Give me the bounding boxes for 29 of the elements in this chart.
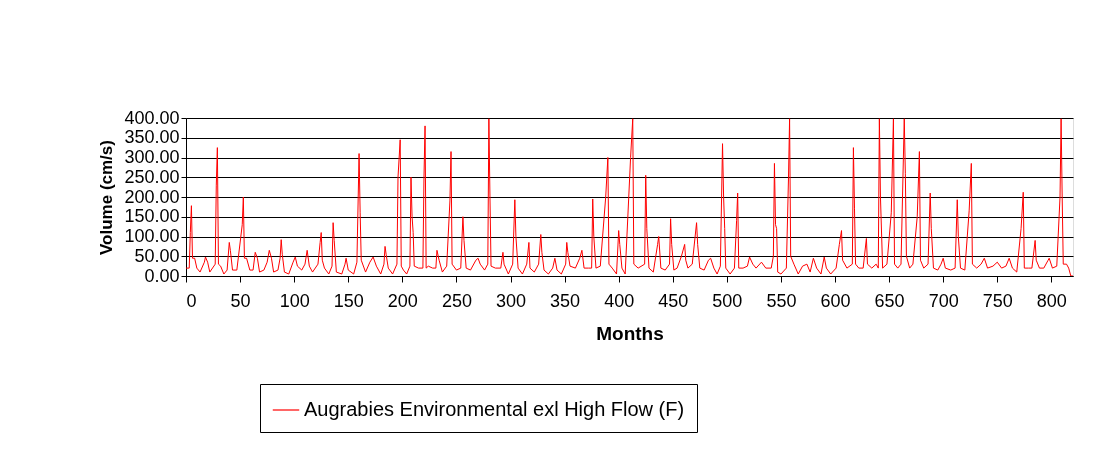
x-axis-title: Months: [596, 322, 664, 344]
x-tick-label: 250: [441, 290, 472, 311]
y-tick-label: 50.00: [134, 245, 180, 266]
x-tick-label: 400: [604, 290, 635, 311]
y-axis-title: Volume (cm/s): [97, 140, 117, 255]
y-tick-label: 400.00: [124, 107, 180, 128]
x-tick-label: 100: [279, 290, 310, 311]
x-tick-label: 500: [712, 290, 743, 311]
x-tick-label: 0: [186, 290, 197, 311]
y-tick-label: 100.00: [124, 226, 180, 246]
y-tick-label: 300.00: [124, 147, 180, 167]
y-tick-label: 200.00: [124, 186, 180, 207]
legend-label: Augrabies Environmental exl High Flow (F): [304, 398, 685, 420]
x-tick-label: 450: [658, 290, 689, 311]
x-tick-label: 300: [495, 290, 527, 311]
x-tick-label: 750: [982, 290, 1013, 311]
x-tick-label: 550: [766, 290, 797, 311]
x-tick-label: 650: [874, 290, 905, 311]
x-tick-label: 150: [333, 290, 364, 311]
y-tick-label: 0.00: [144, 265, 180, 286]
y-tick-label: 250.00: [124, 166, 180, 187]
y-tick-label: 350.00: [124, 127, 180, 148]
x-tick-label: 600: [820, 290, 851, 311]
x-tick-label: 800: [1036, 290, 1067, 311]
x-tick-label: 200: [387, 290, 418, 311]
x-tick-label: 350: [550, 290, 581, 311]
x-tick-label: 50: [230, 290, 251, 311]
y-tick-label: 150.00: [124, 206, 180, 227]
x-tick-label: 700: [928, 290, 959, 311]
